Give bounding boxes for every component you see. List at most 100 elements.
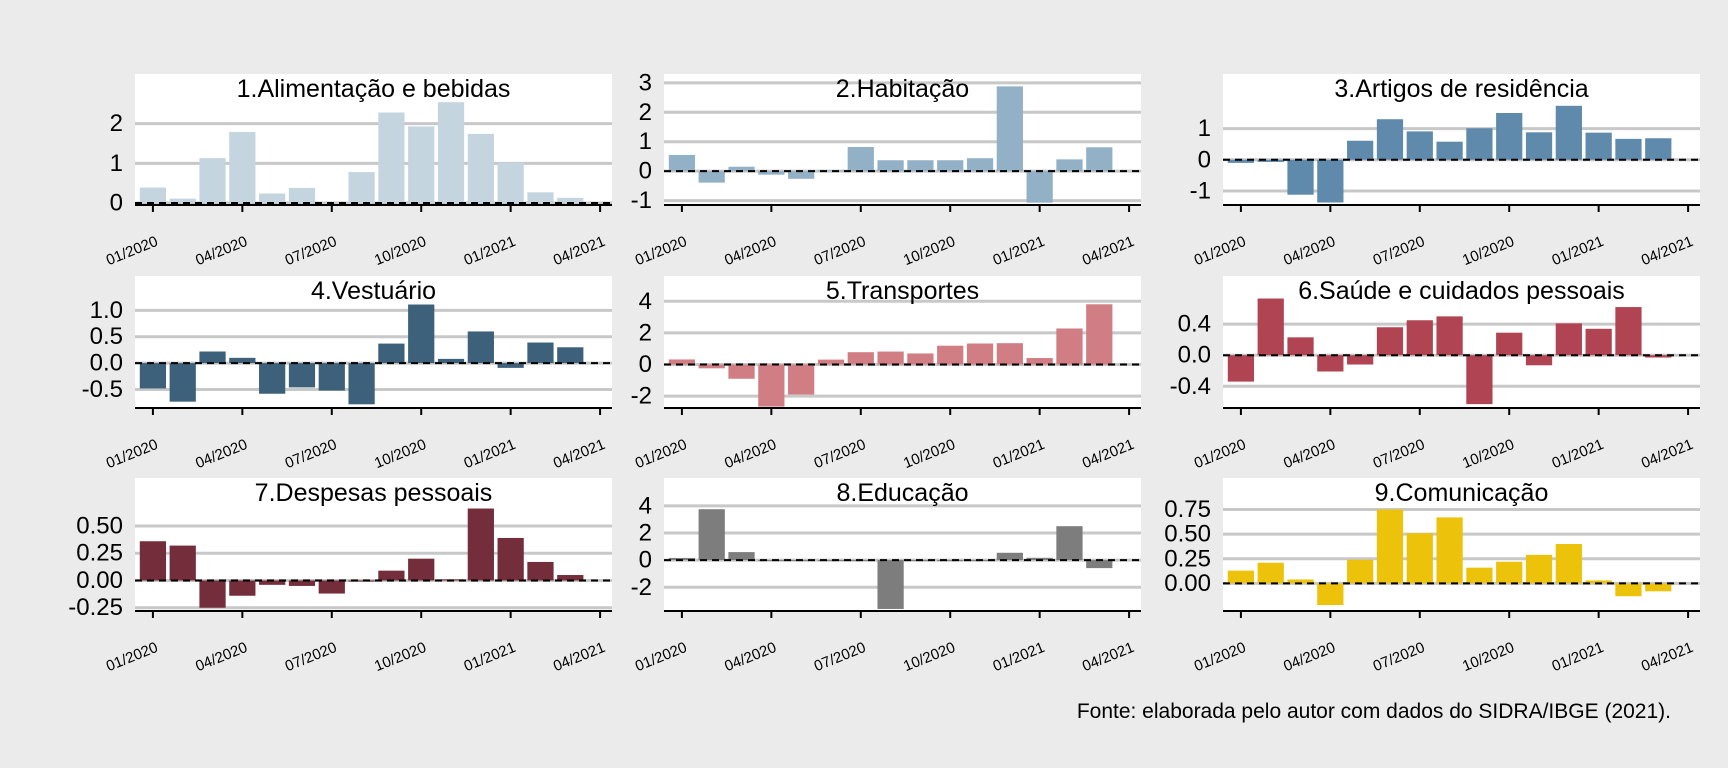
y-tick-label: -2 bbox=[631, 383, 652, 410]
y-tick-label: 0.5 bbox=[90, 323, 123, 350]
bar bbox=[1406, 533, 1433, 584]
bar bbox=[169, 363, 196, 402]
bar bbox=[199, 351, 226, 364]
bar bbox=[817, 170, 845, 172]
y-tick-label: 0.50 bbox=[76, 512, 123, 539]
bar bbox=[996, 552, 1023, 561]
bar bbox=[668, 359, 696, 365]
y-tick-label: 1 bbox=[1198, 115, 1211, 142]
bar bbox=[527, 192, 554, 204]
bar bbox=[728, 166, 755, 172]
x-tick-label: 01/2020 bbox=[104, 233, 161, 269]
bar bbox=[1645, 583, 1672, 592]
panel-title: 7.Despesas pessoais bbox=[255, 479, 493, 507]
bar bbox=[1026, 557, 1053, 561]
panel-title: 1.Alimentação e bebidas bbox=[237, 75, 511, 103]
y-tick-label: 0 bbox=[639, 547, 652, 574]
bar bbox=[527, 561, 554, 581]
x-tick-label: 01/2021 bbox=[991, 436, 1048, 472]
y-tick-label: 1 bbox=[110, 150, 123, 177]
bar bbox=[937, 160, 964, 172]
x-tick-label: 07/2020 bbox=[1371, 436, 1428, 472]
bar bbox=[907, 353, 934, 365]
x-tick-label: 04/2020 bbox=[722, 233, 779, 269]
x-tick-label: 01/2021 bbox=[991, 639, 1048, 675]
y-tick-label: 0.4 bbox=[1178, 311, 1211, 338]
bar bbox=[1406, 131, 1433, 160]
bar bbox=[996, 86, 1023, 172]
bar bbox=[1026, 171, 1053, 203]
bar bbox=[348, 580, 375, 582]
bar bbox=[1086, 560, 1113, 569]
x-tick-label: 10/2020 bbox=[1460, 436, 1517, 472]
x-tick-label: 04/2020 bbox=[193, 436, 250, 472]
bar bbox=[437, 358, 465, 364]
bar bbox=[1615, 583, 1642, 597]
x-tick-label: 04/2020 bbox=[193, 639, 250, 675]
bar bbox=[1615, 307, 1642, 356]
bar bbox=[1555, 323, 1582, 356]
x-tick-label: 01/2021 bbox=[462, 436, 519, 472]
y-tick-label: 3 bbox=[639, 69, 652, 96]
bar bbox=[1257, 159, 1284, 162]
panel-title: 5.Transportes bbox=[826, 277, 979, 305]
bar bbox=[1466, 355, 1493, 405]
y-tick-label: 1 bbox=[639, 128, 652, 155]
bar bbox=[966, 158, 994, 172]
bar bbox=[937, 560, 964, 562]
bar bbox=[467, 508, 494, 581]
bar bbox=[1317, 355, 1344, 372]
bar bbox=[378, 112, 405, 204]
y-tick-label: 0 bbox=[639, 158, 652, 185]
x-tick-label: 04/2020 bbox=[1281, 233, 1338, 269]
bar bbox=[966, 343, 994, 365]
bar bbox=[1525, 355, 1553, 366]
y-tick-label: -0.25 bbox=[68, 594, 123, 621]
x-tick-label: 07/2020 bbox=[812, 233, 869, 269]
bar bbox=[1466, 567, 1493, 584]
panel-title: 6.Saúde e cuidados pessoais bbox=[1298, 277, 1625, 305]
x-tick-label: 04/2021 bbox=[1639, 233, 1696, 269]
bar bbox=[1287, 337, 1314, 356]
panel-title: 4.Vestuário bbox=[311, 277, 436, 305]
x-tick-label: 04/2021 bbox=[1080, 639, 1137, 675]
y-tick-label: -1 bbox=[631, 187, 652, 214]
y-tick-label: 0.00 bbox=[1164, 570, 1211, 597]
x-tick-label: 01/2020 bbox=[633, 639, 690, 675]
x-tick-label: 04/2021 bbox=[1080, 233, 1137, 269]
x-tick-label: 04/2021 bbox=[1639, 436, 1696, 472]
bar bbox=[229, 357, 256, 364]
y-tick-label: 4 bbox=[639, 288, 652, 315]
bar bbox=[937, 345, 964, 365]
y-tick-label: -0.5 bbox=[82, 376, 123, 403]
panel-1: 0 1 2 01/2020 04/2020 07/2020 10/2020 01/2021 04… bbox=[104, 74, 612, 269]
panel-title: 8.Educação bbox=[836, 479, 968, 507]
bar bbox=[668, 557, 696, 561]
bar bbox=[1056, 159, 1083, 172]
x-tick-label: 01/2021 bbox=[462, 233, 519, 269]
bar bbox=[467, 133, 494, 204]
y-tick-label: 0 bbox=[1198, 146, 1211, 173]
x-tick-label: 10/2020 bbox=[1460, 233, 1517, 269]
panel-title: 9.Comunicação bbox=[1375, 479, 1549, 507]
x-tick-label: 10/2020 bbox=[372, 639, 429, 675]
bar bbox=[378, 570, 405, 581]
y-tick-label: 0.0 bbox=[90, 350, 123, 377]
bar bbox=[728, 364, 755, 379]
x-tick-label: 04/2020 bbox=[722, 436, 779, 472]
bar bbox=[199, 580, 226, 608]
y-tick-label: 0.25 bbox=[1164, 545, 1211, 572]
panel-5: -2 0 2 4 01/2020 04/2020 07/2020 10/2020 01/2021… bbox=[631, 276, 1141, 472]
x-tick-label: 04/2020 bbox=[1281, 639, 1338, 675]
bar bbox=[348, 172, 375, 204]
bar bbox=[1555, 544, 1582, 584]
bar bbox=[1227, 355, 1255, 382]
x-tick-label: 04/2021 bbox=[1639, 639, 1696, 675]
bar bbox=[169, 545, 196, 581]
y-tick-label: 0 bbox=[639, 351, 652, 378]
bar bbox=[1086, 304, 1113, 365]
x-tick-label: 07/2020 bbox=[283, 233, 340, 269]
x-tick-label: 01/2020 bbox=[633, 436, 690, 472]
